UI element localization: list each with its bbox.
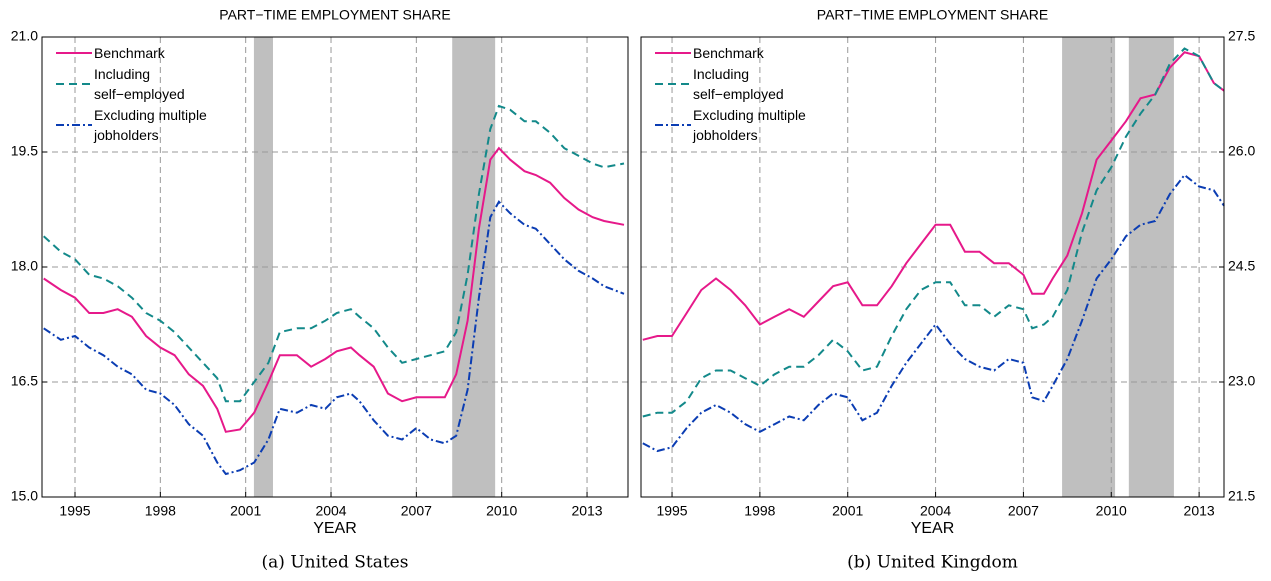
plot-frame (41, 36, 629, 498)
series-line (43, 146, 625, 433)
x-tick-label: 2010 (1096, 503, 1127, 519)
x-tick-label: 2010 (486, 503, 517, 519)
shaded-region (1062, 37, 1116, 497)
legend-swatch (655, 83, 691, 85)
legend-swatch (56, 83, 92, 85)
legend-swatch (56, 124, 92, 126)
y-tick-label: 23.0 (1228, 373, 1255, 389)
x-tick-label: 2001 (230, 503, 261, 519)
series-line (642, 47, 1225, 418)
x-tick-label: 2013 (571, 503, 602, 519)
x-tick-label: 2001 (832, 503, 863, 519)
legend-entry: Benchmark (653, 43, 813, 63)
x-tick-label: 2007 (401, 503, 432, 519)
legend-swatch (655, 124, 691, 126)
chart-title: PART−TIME EMPLOYMENT SHARE (817, 7, 1048, 23)
y-tick-label: 18.0 (11, 258, 38, 274)
x-tick-label: 2004 (315, 503, 346, 519)
x-tick-label: 2013 (1184, 503, 1215, 519)
y-tick-label: 26.0 (1228, 143, 1255, 159)
y-tick-label: 27.5 (1228, 28, 1255, 44)
y-tick-label: 19.5 (11, 143, 38, 159)
legend-entry: Benchmark (54, 43, 214, 63)
legend-label: Excluding multiple jobholders (94, 107, 207, 143)
y-tick-label: 15.0 (11, 488, 38, 504)
legend: Benchmark Including self−employed Excludin… (54, 43, 214, 146)
caption: (b) United Kingdom (847, 553, 1018, 573)
y-tick-label: 16.5 (11, 373, 38, 389)
x-axis-label: YEAR (313, 520, 357, 537)
x-tick-label: 1998 (145, 503, 176, 519)
legend-label: Benchmark (94, 45, 165, 61)
series-line (43, 104, 625, 403)
legend-entry: Excluding multiple jobholders (653, 105, 813, 145)
caption: (a) United States (262, 553, 409, 573)
legend-entry: Including self−employed (54, 64, 214, 104)
legend: Benchmark Including self−employed Excludin… (653, 43, 813, 146)
x-tick-label: 2007 (1008, 503, 1039, 519)
x-axis-label: YEAR (911, 520, 955, 537)
legend-label: Excluding multiple jobholders (693, 107, 806, 143)
y-tick-label: 21.0 (11, 28, 38, 44)
legend-entry: Including self−employed (653, 64, 813, 104)
series-line (43, 200, 625, 476)
x-tick-label: 2004 (920, 503, 951, 519)
y-tick-label: 21.5 (1228, 488, 1255, 504)
plot-frame (640, 36, 1225, 498)
legend-swatch (655, 52, 691, 54)
x-tick-label: 1998 (744, 503, 775, 519)
legend-label: Including self−employed (693, 66, 784, 102)
chart-title: PART−TIME EMPLOYMENT SHARE (219, 7, 450, 23)
legend-label: Including self−employed (94, 66, 185, 102)
x-tick-label: 1995 (656, 503, 687, 519)
legend-label: Benchmark (693, 45, 764, 61)
legend-swatch (56, 52, 92, 54)
legend-entry: Excluding multiple jobholders (54, 105, 214, 145)
y-tick-label: 24.5 (1228, 258, 1255, 274)
x-tick-label: 1995 (59, 503, 90, 519)
series-line (642, 51, 1225, 341)
